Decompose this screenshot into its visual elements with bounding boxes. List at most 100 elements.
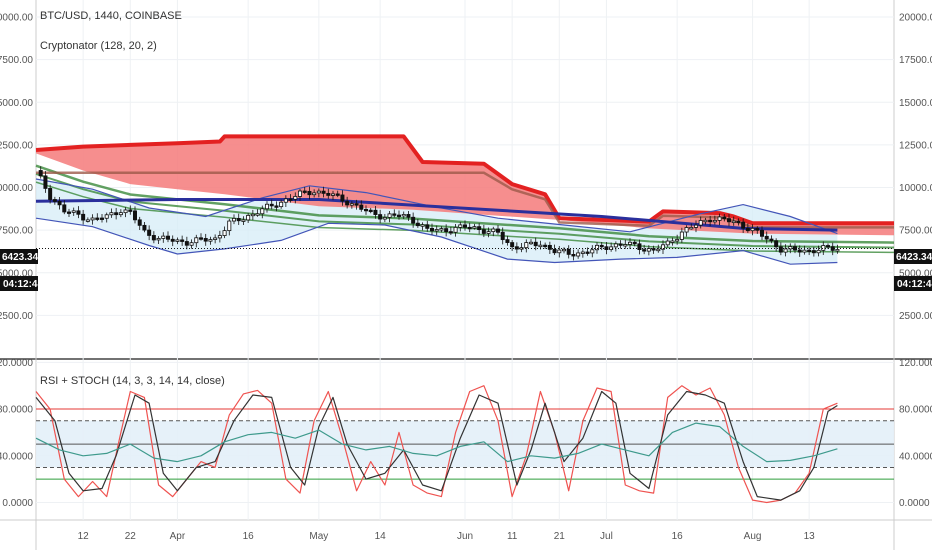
candle xyxy=(514,242,519,254)
candle xyxy=(425,220,430,232)
candle-body xyxy=(175,239,180,242)
candle-body xyxy=(764,235,769,240)
candle-body xyxy=(623,244,628,247)
candle-body xyxy=(354,203,359,206)
candle xyxy=(363,205,368,215)
candle-body xyxy=(590,249,595,254)
candle-body xyxy=(194,237,199,244)
axis-layer: 12 22 Apr 16 May 14 Jun 11 21 Jul 16 Aug 13 20000.00 2… xyxy=(0,13,932,542)
candle xyxy=(467,222,472,233)
price-y-tick-label-right: 2500.00 xyxy=(899,311,932,322)
candle-body xyxy=(576,252,581,257)
candle-body xyxy=(76,210,81,215)
candle xyxy=(128,205,133,215)
candle-body xyxy=(401,214,406,217)
candle xyxy=(472,223,477,230)
candle xyxy=(698,216,703,229)
candle xyxy=(175,237,180,245)
candle xyxy=(222,226,227,239)
candle xyxy=(189,239,194,249)
x-tick-label: Apr xyxy=(170,531,186,542)
candle-body xyxy=(642,249,647,252)
candle-body xyxy=(203,238,208,242)
candle-body xyxy=(722,216,727,220)
candle-body xyxy=(698,220,703,226)
candle-body xyxy=(529,241,534,245)
osc-y-tick-label-left: 80.0000 xyxy=(0,405,33,416)
candle xyxy=(85,217,90,223)
candle xyxy=(774,238,779,252)
price-y-tick-label-right: 10000.00 xyxy=(899,183,932,194)
price-y-tick-label-left: 7500.00 xyxy=(0,226,33,237)
candle xyxy=(477,223,482,235)
candle-body xyxy=(312,192,317,196)
candle xyxy=(821,241,826,255)
price-panel[interactable] xyxy=(35,134,895,265)
candle xyxy=(694,220,699,233)
candle-body xyxy=(708,219,713,223)
oscillator-panel[interactable] xyxy=(35,385,894,504)
candle xyxy=(118,209,123,218)
candle-body xyxy=(406,214,411,218)
candle xyxy=(736,218,741,226)
price-y-tick-label-right: 5000.00 xyxy=(899,268,932,279)
candle xyxy=(406,211,411,221)
candle xyxy=(434,225,439,236)
candle-body xyxy=(345,200,350,206)
x-tick-label: 22 xyxy=(125,531,137,542)
candle xyxy=(760,226,765,241)
candle-body xyxy=(788,246,793,250)
candle xyxy=(62,200,67,215)
candle xyxy=(722,213,727,222)
candle xyxy=(453,224,458,237)
candle xyxy=(717,213,722,226)
time-flag-left-text: 04:12:48 xyxy=(3,279,43,290)
candle xyxy=(708,215,713,227)
candle xyxy=(670,237,675,246)
candle-body xyxy=(448,231,453,234)
x-tick-label: Aug xyxy=(744,531,762,542)
candle-body xyxy=(387,213,392,218)
candle xyxy=(571,249,576,261)
candle-body xyxy=(481,229,486,234)
candle-body xyxy=(415,222,420,227)
candle-body xyxy=(307,190,312,196)
candle-body xyxy=(316,190,321,194)
candle xyxy=(807,247,812,256)
candle-body xyxy=(689,226,694,230)
candle xyxy=(637,239,642,255)
candle-body xyxy=(694,224,699,228)
candle xyxy=(755,226,760,234)
candle-body xyxy=(109,212,114,216)
candle-body xyxy=(613,243,618,248)
candle-body xyxy=(557,249,562,254)
candle xyxy=(52,196,57,205)
candle-body xyxy=(288,198,293,201)
candle xyxy=(727,214,732,227)
price-y-tick-label-right: 7500.00 xyxy=(899,226,932,237)
candle xyxy=(335,190,340,198)
candle-body xyxy=(326,192,331,196)
candle-body xyxy=(632,241,637,245)
candle xyxy=(580,249,585,258)
candle-body xyxy=(637,243,642,251)
candle xyxy=(241,216,246,225)
candle-body xyxy=(198,237,203,240)
candle-body xyxy=(458,224,463,228)
x-tick-label: 16 xyxy=(672,531,684,542)
candle xyxy=(302,186,307,195)
candle-body xyxy=(434,229,439,232)
candle-body xyxy=(472,226,477,229)
candle-body xyxy=(340,194,345,202)
candle xyxy=(307,186,312,200)
cloud-upper-edge xyxy=(35,134,894,226)
candle xyxy=(316,188,321,198)
candle-body xyxy=(104,214,109,219)
time-flag-right-bg xyxy=(894,276,932,291)
candle xyxy=(557,245,562,258)
candle xyxy=(170,235,175,247)
candle-body xyxy=(378,214,383,220)
candle xyxy=(43,171,48,193)
candle-body xyxy=(100,217,105,220)
